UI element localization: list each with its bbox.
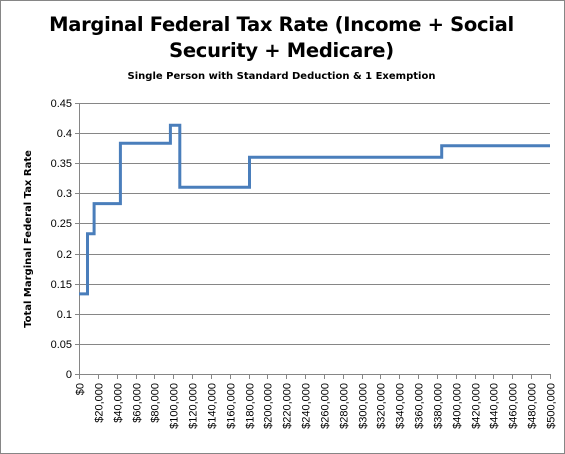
x-tick-label: $260,000 <box>320 383 332 429</box>
y-tick-label: 0.15 <box>51 279 72 291</box>
x-tick-label: $80,000 <box>150 383 162 423</box>
x-tick-label: $320,000 <box>376 383 388 429</box>
y-tick-label: 0.2 <box>57 249 72 261</box>
x-tick-label: $220,000 <box>282 383 294 429</box>
y-tick-label: 0.3 <box>57 188 72 200</box>
x-tick-label: $120,000 <box>188 383 200 429</box>
y-tick-label: 0 <box>66 369 72 381</box>
y-tick-label: 0.05 <box>51 339 72 351</box>
x-tick-label: $160,000 <box>226 383 238 429</box>
y-tick-label: 0.35 <box>51 158 72 170</box>
y-tick-label: 0.25 <box>51 218 72 230</box>
series-layer <box>79 123 550 296</box>
chart-title-line-1: Marginal Federal Tax Rate (Income + Soci… <box>49 13 514 36</box>
y-tick-label: 0.4 <box>57 128 72 140</box>
x-tick-label: $20,000 <box>94 383 106 423</box>
x-tick-label: $240,000 <box>301 383 313 429</box>
x-tick-label: $60,000 <box>132 383 144 423</box>
chart-title: Marginal Federal Tax Rate (Income + Soci… <box>20 12 543 64</box>
x-tick-label: $0 <box>75 383 87 395</box>
x-tick-label: $500,000 <box>546 383 558 429</box>
y-axis-label: Total Marginal Federal Tax Rate <box>23 150 34 328</box>
y-tick-labels: 0 0.05 0.1 0.15 0.2 0.25 0.3 0.35 0.4 0.45 <box>51 98 72 381</box>
x-tick-label: $100,000 <box>169 383 181 429</box>
x-tick-label: $300,000 <box>358 383 370 429</box>
x-tick-label: $360,000 <box>414 383 426 429</box>
x-tick-label: $140,000 <box>207 383 219 429</box>
x-tick-label: $280,000 <box>339 383 351 429</box>
series-line-1 <box>79 123 550 296</box>
y-tick-label: 0.45 <box>51 98 72 110</box>
x-tick-label: $380,000 <box>433 383 445 429</box>
x-tick-label: $400,000 <box>452 383 464 429</box>
x-tick-label: $480,000 <box>527 383 539 429</box>
x-tick-label: $40,000 <box>113 383 125 423</box>
x-tick-labels: $0 $20,000 $40,000 $60,000 $80,000 $100,000 $1… <box>75 383 558 429</box>
gridlines <box>79 103 550 345</box>
chart-title-line-2: Security + Medicare) <box>169 39 394 62</box>
x-tick-label: $180,000 <box>245 383 257 429</box>
x-tick-label: $340,000 <box>395 383 407 429</box>
chart-subtitle: Single Person with Standard Deduction & … <box>127 71 436 82</box>
x-tick-label: $420,000 <box>471 383 483 429</box>
x-tick-label: $440,000 <box>489 383 501 429</box>
x-tick-label: $460,000 <box>508 383 520 429</box>
axes <box>75 103 551 379</box>
x-tick-label: $200,000 <box>263 383 275 429</box>
y-tick-label: 0.1 <box>57 309 72 321</box>
